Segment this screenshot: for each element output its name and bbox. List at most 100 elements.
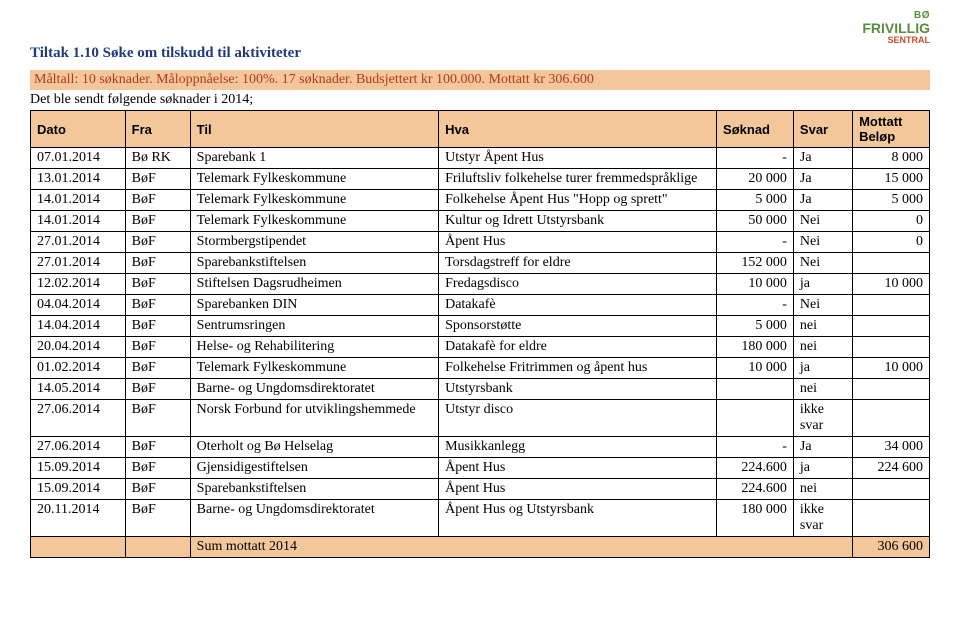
table-cell: BøF bbox=[125, 253, 190, 274]
table-header-row: Dato Fra Til Hva Søknad Svar Mottatt Bel… bbox=[31, 111, 930, 148]
table-cell: ikke svar bbox=[793, 400, 852, 437]
table-cell: Utstyr Åpent Hus bbox=[439, 148, 717, 169]
table-cell: BøF bbox=[125, 232, 190, 253]
table-cell: 5 000 bbox=[717, 316, 794, 337]
table-cell bbox=[853, 379, 930, 400]
table-cell: 04.04.2014 bbox=[31, 295, 126, 316]
table-row: 15.09.2014BøFSparebankstiftelsenÅpent Hu… bbox=[31, 479, 930, 500]
table-cell: BøF bbox=[125, 458, 190, 479]
table-cell: Telemark Fylkeskommune bbox=[190, 211, 438, 232]
logo-accent: SENTRAL bbox=[840, 35, 930, 45]
table-cell: 15 000 bbox=[853, 169, 930, 190]
table-cell: BøF bbox=[125, 190, 190, 211]
table-row: 15.09.2014BøFGjensidigestiftelsenÅpent H… bbox=[31, 458, 930, 479]
table-cell: Sparebankstiftelsen bbox=[190, 253, 438, 274]
table-cell: Friluftsliv folkehelse turer fremmedsprå… bbox=[439, 169, 717, 190]
table-cell: 15.09.2014 bbox=[31, 458, 126, 479]
table-cell: BøF bbox=[125, 337, 190, 358]
table-cell: Datakafè bbox=[439, 295, 717, 316]
table-cell: Stormbergstipendet bbox=[190, 232, 438, 253]
table-cell: Kultur og Idrett Utstyrsbank bbox=[439, 211, 717, 232]
table-cell: Nei bbox=[793, 232, 852, 253]
table-cell: Utstyrsbank bbox=[439, 379, 717, 400]
applications-table: Dato Fra Til Hva Søknad Svar Mottatt Bel… bbox=[30, 110, 930, 558]
sum-row: Sum mottatt 2014306 600 bbox=[31, 537, 930, 558]
col-soknad: Søknad bbox=[717, 111, 794, 148]
table-cell: 27.06.2014 bbox=[31, 437, 126, 458]
table-cell: Telemark Fylkeskommune bbox=[190, 190, 438, 211]
logo: BØ FRIVILLIG SENTRAL bbox=[840, 10, 930, 60]
table-cell: BøF bbox=[125, 379, 190, 400]
col-dato: Dato bbox=[31, 111, 126, 148]
table-row: 20.11.2014BøFBarne- og Ungdomsdirektorat… bbox=[31, 500, 930, 537]
table-cell: Barne- og Ungdomsdirektoratet bbox=[190, 500, 438, 537]
table-cell: Ja bbox=[793, 437, 852, 458]
table-cell: Utstyr disco bbox=[439, 400, 717, 437]
col-til: Til bbox=[190, 111, 438, 148]
table-cell bbox=[853, 479, 930, 500]
table-cell: BøF bbox=[125, 400, 190, 437]
table-cell: - bbox=[717, 232, 794, 253]
col-svar: Svar bbox=[793, 111, 852, 148]
table-cell: BøF bbox=[125, 316, 190, 337]
table-cell bbox=[853, 500, 930, 537]
table-cell: ja bbox=[793, 458, 852, 479]
table-cell: BøF bbox=[125, 211, 190, 232]
table-row: 14.01.2014BøFTelemark FylkeskommuneKultu… bbox=[31, 211, 930, 232]
table-row: 27.06.2014BøFOterholt og Bø HelselagMusi… bbox=[31, 437, 930, 458]
table-cell: Sparebanken DIN bbox=[190, 295, 438, 316]
table-cell: 27.01.2014 bbox=[31, 253, 126, 274]
table-cell: Sponsorstøtte bbox=[439, 316, 717, 337]
table-cell bbox=[717, 379, 794, 400]
table-row: 04.04.2014BøFSparebanken DINDatakafè-Nei bbox=[31, 295, 930, 316]
table-cell: 15.09.2014 bbox=[31, 479, 126, 500]
table-cell: BøF bbox=[125, 169, 190, 190]
intro-text: Det ble sendt følgende søknader i 2014; bbox=[30, 92, 930, 108]
logo-main: FRIVILLIG bbox=[840, 21, 930, 35]
table-cell bbox=[125, 537, 190, 558]
col-fra: Fra bbox=[125, 111, 190, 148]
table-cell: 10 000 bbox=[853, 274, 930, 295]
table-cell: Bø RK bbox=[125, 148, 190, 169]
table-row: 13.01.2014BøFTelemark FylkeskommuneFrilu… bbox=[31, 169, 930, 190]
table-cell bbox=[853, 400, 930, 437]
table-cell: Ja bbox=[793, 190, 852, 211]
table-cell: BøF bbox=[125, 437, 190, 458]
table-cell: 12.02.2014 bbox=[31, 274, 126, 295]
table-cell: Oterholt og Bø Helselag bbox=[190, 437, 438, 458]
table-cell: 0 bbox=[853, 211, 930, 232]
table-cell: Telemark Fylkeskommune bbox=[190, 358, 438, 379]
table-cell: nei bbox=[793, 337, 852, 358]
table-row: 14.04.2014BøFSentrumsringenSponsorstøtte… bbox=[31, 316, 930, 337]
table-cell: Sparebankstiftelsen bbox=[190, 479, 438, 500]
table-cell: ikke svar bbox=[793, 500, 852, 537]
table-cell: 01.02.2014 bbox=[31, 358, 126, 379]
table-row: 27.01.2014BøFStormbergstipendetÅpent Hus… bbox=[31, 232, 930, 253]
table-cell: 14.01.2014 bbox=[31, 211, 126, 232]
table-cell bbox=[853, 253, 930, 274]
table-cell: 10 000 bbox=[717, 274, 794, 295]
table-cell: 20.11.2014 bbox=[31, 500, 126, 537]
table-cell: 20.04.2014 bbox=[31, 337, 126, 358]
table-cell bbox=[717, 400, 794, 437]
table-cell: Ja bbox=[793, 169, 852, 190]
table-cell: Sparebank 1 bbox=[190, 148, 438, 169]
table-cell: nei bbox=[793, 379, 852, 400]
table-cell: 27.06.2014 bbox=[31, 400, 126, 437]
page-title: Tiltak 1.10 Søke om tilskudd til aktivit… bbox=[30, 45, 930, 62]
table-cell: Folkehelse Fritrimmen og åpent hus bbox=[439, 358, 717, 379]
table-cell: BøF bbox=[125, 295, 190, 316]
col-hva: Hva bbox=[439, 111, 717, 148]
table-cell: Nei bbox=[793, 253, 852, 274]
table-cell: Gjensidigestiftelsen bbox=[190, 458, 438, 479]
table-cell: Åpent Hus bbox=[439, 479, 717, 500]
table-cell: 224.600 bbox=[717, 458, 794, 479]
table-cell: - bbox=[717, 148, 794, 169]
table-row: 14.05.2014BøFBarne- og Ungdomsdirektorat… bbox=[31, 379, 930, 400]
table-cell: 224.600 bbox=[717, 479, 794, 500]
table-cell: BøF bbox=[125, 500, 190, 537]
table-cell: 27.01.2014 bbox=[31, 232, 126, 253]
table-cell: 180 000 bbox=[717, 337, 794, 358]
table-row: 12.02.2014BøFStiftelsen DagsrudheimenFre… bbox=[31, 274, 930, 295]
table-cell: nei bbox=[793, 479, 852, 500]
